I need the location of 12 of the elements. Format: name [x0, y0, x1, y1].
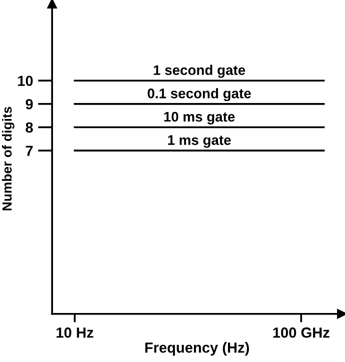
y-tick-label: 7	[26, 146, 33, 156]
x-tick-label: 10 Hz	[56, 327, 94, 338]
y-tick-label: 9	[26, 99, 33, 110]
x-axis-title: Frequency (Hz)	[145, 342, 249, 356]
series-label: 1 second gate	[154, 64, 246, 78]
y-axis-title: Number of digits	[2, 106, 14, 210]
series-label: 0.1 second gate	[148, 88, 251, 102]
y-tick-label: 10	[18, 76, 33, 86]
series-label: 1 ms gate	[168, 135, 231, 148]
y-tick-label: 8	[26, 122, 33, 133]
x-tick-label: 100 GHz	[273, 327, 330, 338]
series-label: 10 ms gate	[164, 112, 235, 124]
